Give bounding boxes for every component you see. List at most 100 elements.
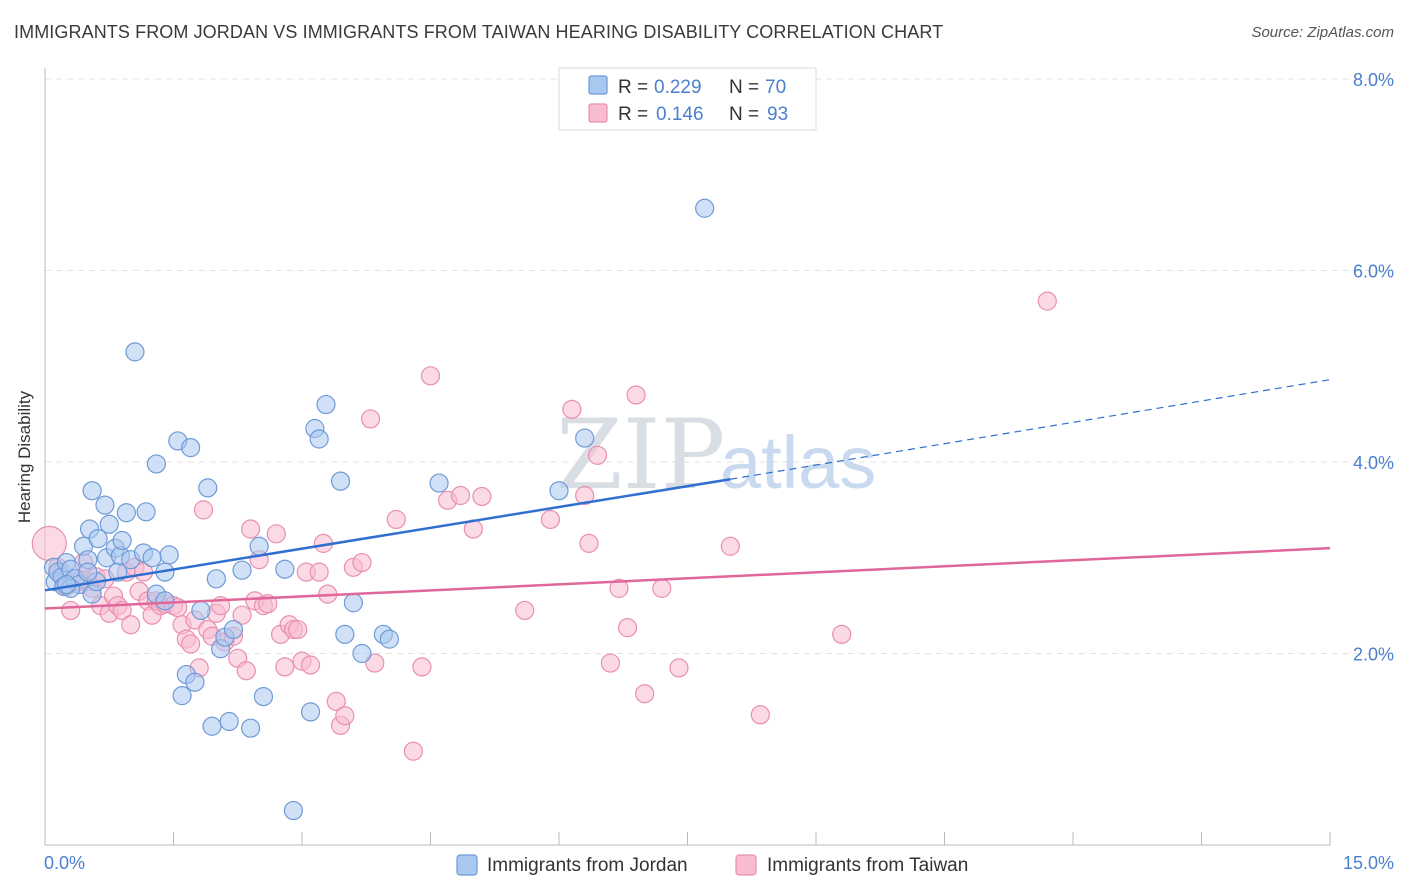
taiwan-point — [669, 658, 689, 678]
jordan-point — [232, 560, 252, 580]
y-axis-label: Hearing Disability — [15, 390, 34, 523]
jordan-point — [695, 198, 715, 218]
taiwan-point — [335, 706, 355, 726]
jordan-point — [206, 569, 226, 589]
jordan-point — [219, 711, 239, 732]
jordan-point — [223, 619, 244, 640]
legend-jordan-swatch — [456, 854, 478, 876]
legend-taiwan-swatch — [735, 854, 757, 876]
taiwan-point — [609, 578, 629, 598]
chart-title: IMMIGRANTS FROM JORDAN VS IMMIGRANTS FRO… — [14, 22, 944, 42]
jordan-point — [253, 686, 274, 707]
taiwan-point — [241, 519, 261, 539]
taiwan-point — [236, 661, 256, 681]
jordan-point — [112, 530, 132, 551]
taiwan-point — [720, 536, 740, 556]
taiwan-legend-swatch — [588, 103, 608, 123]
jordan-point — [88, 528, 108, 549]
jordan-points — [43, 198, 715, 821]
taiwan-point — [587, 445, 608, 465]
taiwan-point — [579, 533, 599, 553]
taiwan-n-label: N = — [729, 104, 759, 125]
taiwan-point — [288, 619, 308, 640]
taiwan-point — [562, 399, 582, 419]
taiwan-r-value: 0.146 — [656, 104, 704, 125]
taiwan-point — [352, 552, 372, 573]
x-tick-label-max: 15.0% — [1343, 853, 1394, 873]
taiwan-point — [635, 684, 655, 704]
jordan-point — [172, 686, 192, 706]
jordan-point — [249, 536, 269, 556]
taiwan-point — [300, 655, 321, 675]
jordan-point — [82, 481, 102, 501]
y-tick-label: 6.0% — [1353, 262, 1394, 282]
x-axis-ticks — [44, 832, 1331, 845]
trend-lines — [44, 379, 1331, 610]
jordan-point — [185, 672, 205, 692]
taiwan-point — [472, 486, 492, 507]
jordan-point — [99, 514, 119, 534]
taiwan-point — [61, 600, 81, 621]
jordan-n-value: 70 — [765, 77, 786, 98]
taiwan-point — [420, 366, 441, 386]
jordan-point — [241, 718, 261, 738]
taiwan-point — [540, 509, 561, 530]
legend-taiwan-label: Immigrants from Taiwan — [767, 855, 968, 876]
taiwan-point — [1037, 291, 1057, 311]
jordan-trend-line — [44, 478, 731, 592]
jordan-point — [300, 702, 321, 722]
jordan-point — [181, 438, 201, 458]
gridlines — [45, 78, 1395, 654]
jordan-point — [330, 471, 351, 491]
jordan-point — [549, 481, 569, 501]
taiwan-point — [575, 485, 595, 506]
legend-jordan-label: Immigrants from Jordan — [487, 855, 688, 876]
taiwan-point — [386, 509, 406, 530]
taiwan-point — [121, 615, 141, 635]
jordan-r-label: R = — [618, 77, 648, 98]
y-tick-label: 8.0% — [1353, 70, 1394, 90]
jordan-point — [309, 429, 329, 449]
jordan-point — [116, 503, 136, 523]
taiwan-r-label: R = — [618, 104, 648, 125]
series-legend: Immigrants from Jordan Immigrants from T… — [456, 854, 968, 876]
jordan-point — [316, 394, 336, 415]
taiwan-point — [360, 409, 381, 429]
jordan-point — [78, 562, 98, 582]
taiwan-point — [181, 634, 201, 654]
taiwan-trend-line — [44, 546, 1331, 610]
jordan-point — [198, 478, 218, 498]
jordan-point — [379, 629, 399, 649]
jordan-point — [95, 495, 115, 515]
taiwan-point — [266, 524, 286, 544]
taiwan-n-value: 93 — [767, 104, 788, 125]
jordan-point — [136, 502, 156, 522]
jordan-point — [146, 454, 166, 474]
jordan-n-label: N = — [729, 77, 759, 98]
taiwan-point — [193, 500, 214, 520]
taiwan-point — [275, 657, 295, 677]
stats-legend: R = 0.229 N = 70 R = 0.146 N = 93 — [558, 67, 817, 131]
jordan-trend-extension — [730, 379, 1331, 480]
source-label: Source: ZipAtlas.com — [1251, 24, 1394, 41]
jordan-point — [191, 600, 211, 621]
jordan-point — [275, 559, 295, 579]
y-tick-label: 2.0% — [1353, 645, 1394, 665]
jordan-point — [283, 800, 304, 821]
taiwan-point — [309, 562, 329, 582]
jordan-point — [202, 716, 222, 736]
taiwan-point — [326, 691, 346, 711]
jordan-point — [159, 545, 179, 565]
taiwan-point — [600, 653, 621, 673]
taiwan-point — [750, 705, 770, 725]
taiwan-point — [412, 657, 432, 677]
jordan-point — [343, 593, 363, 613]
jordan-legend-swatch — [588, 75, 608, 95]
jordan-r-value: 0.229 — [654, 77, 702, 98]
jordan-point — [125, 342, 145, 362]
taiwan-point — [365, 653, 385, 673]
y-axis-tick-labels: 2.0% 4.0% 6.0% 8.0% — [1353, 70, 1394, 665]
taiwan-point — [515, 600, 535, 621]
jordan-point — [575, 428, 595, 448]
